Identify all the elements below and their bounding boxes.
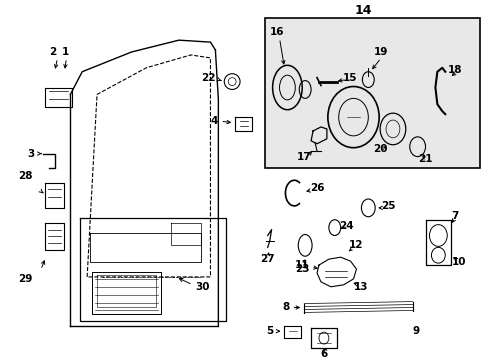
- Text: 25: 25: [380, 201, 394, 211]
- Text: 8: 8: [282, 302, 289, 311]
- Text: 18: 18: [447, 65, 462, 75]
- Text: 2: 2: [49, 47, 56, 57]
- Text: 29: 29: [18, 274, 32, 284]
- Text: 9: 9: [411, 326, 418, 336]
- Text: 12: 12: [348, 240, 363, 250]
- Text: 1: 1: [61, 47, 69, 57]
- Text: 3: 3: [27, 149, 35, 159]
- Text: 22: 22: [201, 73, 215, 83]
- Text: 20: 20: [372, 144, 386, 154]
- Text: 24: 24: [339, 221, 353, 231]
- Text: 26: 26: [309, 183, 324, 193]
- Text: 16: 16: [270, 27, 284, 37]
- Text: 15: 15: [343, 73, 357, 83]
- Text: 4: 4: [210, 116, 218, 126]
- Text: 7: 7: [450, 211, 458, 221]
- Text: 21: 21: [417, 153, 432, 163]
- Text: 27: 27: [260, 254, 274, 264]
- Text: 23: 23: [294, 264, 309, 274]
- Text: 17: 17: [296, 152, 311, 162]
- Text: 5: 5: [266, 326, 273, 336]
- Text: 13: 13: [353, 282, 368, 292]
- Text: 11: 11: [294, 260, 308, 270]
- Text: 30: 30: [195, 282, 210, 292]
- Text: 28: 28: [18, 171, 32, 181]
- Bar: [264, 18, 479, 168]
- Text: 19: 19: [373, 47, 387, 57]
- Text: 14: 14: [354, 4, 371, 17]
- Text: 6: 6: [320, 349, 327, 359]
- Text: 10: 10: [451, 257, 466, 267]
